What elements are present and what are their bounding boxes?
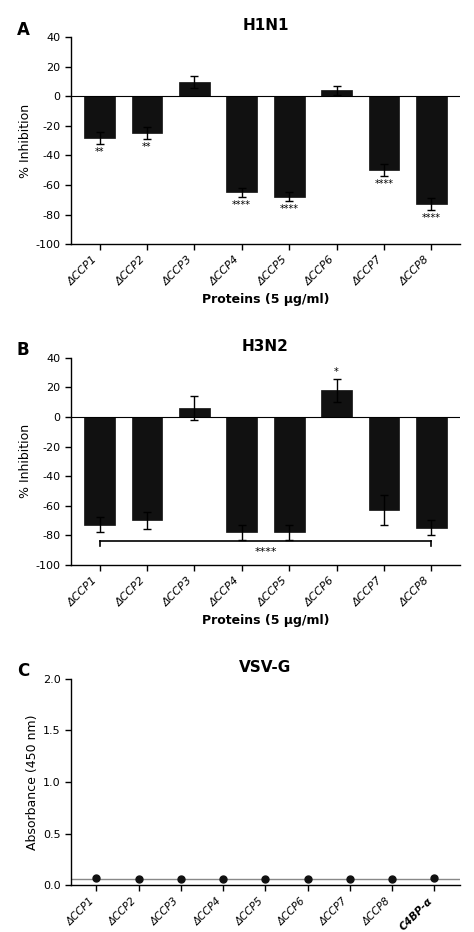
Text: A: A <box>17 21 29 39</box>
Text: *: * <box>334 367 339 377</box>
Y-axis label: Absorbance (450 nm): Absorbance (450 nm) <box>26 714 39 850</box>
Bar <box>368 417 399 510</box>
X-axis label: Proteins (5 μg/ml): Proteins (5 μg/ml) <box>202 614 329 627</box>
Title: VSV-G: VSV-G <box>239 660 292 675</box>
Y-axis label: % Inhibition: % Inhibition <box>18 103 31 178</box>
Text: ****: **** <box>374 179 393 189</box>
Bar <box>226 96 257 192</box>
Bar <box>131 96 162 133</box>
Title: H1N1: H1N1 <box>242 19 289 34</box>
Bar <box>84 417 115 525</box>
Bar <box>321 90 352 96</box>
Bar <box>321 391 352 417</box>
Text: ****: **** <box>254 547 277 557</box>
Text: B: B <box>17 341 29 360</box>
Text: ****: **** <box>422 213 441 223</box>
Text: **: ** <box>142 143 152 152</box>
Bar <box>226 417 257 532</box>
Bar <box>84 96 115 138</box>
Bar <box>274 96 304 197</box>
Y-axis label: % Inhibition: % Inhibition <box>18 424 31 499</box>
Bar <box>131 417 162 520</box>
X-axis label: Proteins (5 μg/ml): Proteins (5 μg/ml) <box>202 294 329 307</box>
Text: ****: **** <box>280 204 299 214</box>
Text: C: C <box>17 662 29 680</box>
Bar <box>368 96 399 171</box>
Bar <box>416 96 447 204</box>
Bar <box>179 82 210 96</box>
Title: H3N2: H3N2 <box>242 339 289 354</box>
Bar <box>179 408 210 417</box>
Bar <box>416 417 447 528</box>
Text: **: ** <box>95 146 104 157</box>
Text: ****: **** <box>232 199 251 210</box>
Bar <box>274 417 304 532</box>
